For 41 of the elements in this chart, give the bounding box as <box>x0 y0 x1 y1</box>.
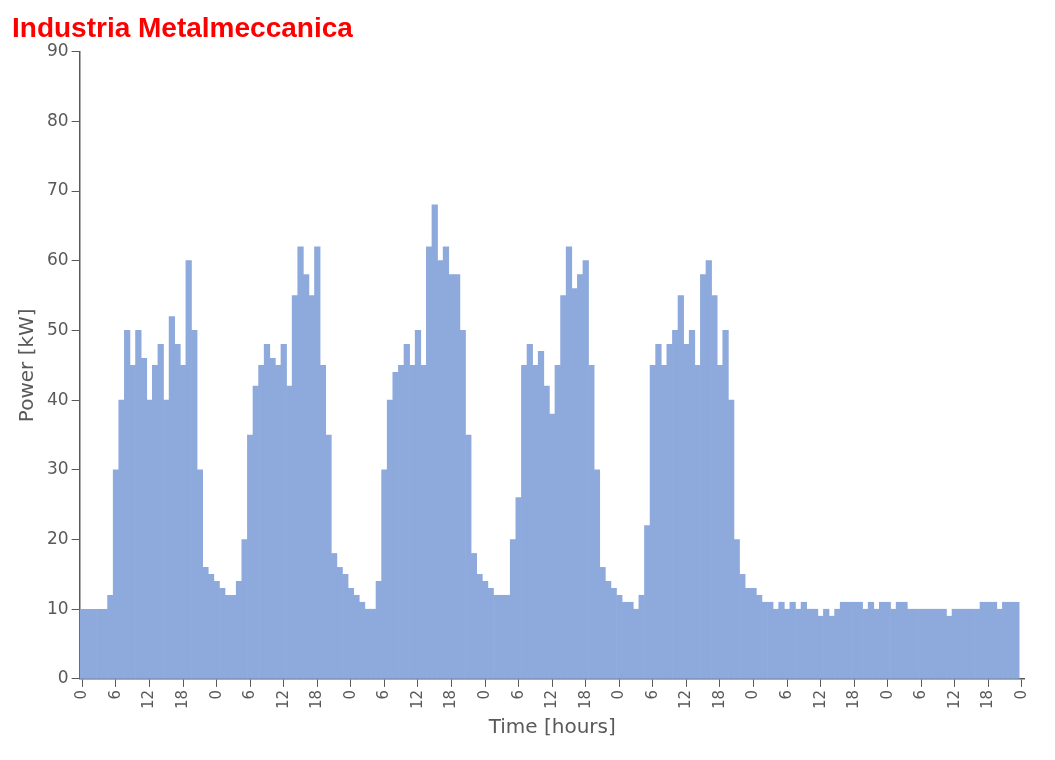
y-tick-label: 80 <box>46 109 69 130</box>
x-tick-label: 6 <box>508 689 527 700</box>
y-axis-title: Power [kW] <box>14 308 39 423</box>
x-tick-label: 18 <box>172 689 191 710</box>
x-tick-label: 12 <box>542 689 561 710</box>
x-axis-title: Time [hours] <box>487 714 616 739</box>
y-tick-label: 10 <box>46 597 69 618</box>
y-tick-label: 60 <box>46 249 69 270</box>
x-tick-label: 0 <box>72 689 91 700</box>
x-tick-label: 12 <box>407 689 426 710</box>
x-tick-label: 12 <box>676 689 695 710</box>
x-tick-label: 18 <box>978 689 997 710</box>
y-tick-label: 70 <box>46 179 69 200</box>
x-tick-label: 0 <box>340 689 359 700</box>
x-tick-label: 18 <box>307 689 326 710</box>
x-tick-label: 6 <box>240 689 259 700</box>
y-tick-label: 30 <box>46 458 69 479</box>
x-tick-label: 18 <box>709 689 728 710</box>
x-tick-label: 12 <box>944 689 963 710</box>
x-tick-label: 0 <box>1011 689 1030 700</box>
x-tick-label: 6 <box>642 689 661 700</box>
y-tick-label: 40 <box>46 388 69 409</box>
chart-title: Industria Metalmeccanica <box>12 11 354 43</box>
x-tick-label: 12 <box>810 689 829 710</box>
x-tick-label: 6 <box>776 689 795 700</box>
x-tick-label: 6 <box>374 689 393 700</box>
x-tick-label: 0 <box>206 689 225 700</box>
x-tick-label: 12 <box>139 689 158 710</box>
y-tick-label: 90 <box>46 40 69 61</box>
x-tick-label: 6 <box>105 689 124 700</box>
x-tick-label: 6 <box>911 689 930 700</box>
x-tick-label: 0 <box>877 689 896 700</box>
x-tick-label: 0 <box>609 689 628 700</box>
x-tick-label: 18 <box>441 689 460 710</box>
x-tick-label: 12 <box>273 689 292 710</box>
x-tick-label: 0 <box>743 689 762 700</box>
x-tick-label: 18 <box>575 689 594 710</box>
x-tick-label: 18 <box>844 689 863 710</box>
y-tick-label: 20 <box>46 527 69 548</box>
x-tick-label: 0 <box>474 689 493 700</box>
y-tick-label: 50 <box>46 318 69 339</box>
